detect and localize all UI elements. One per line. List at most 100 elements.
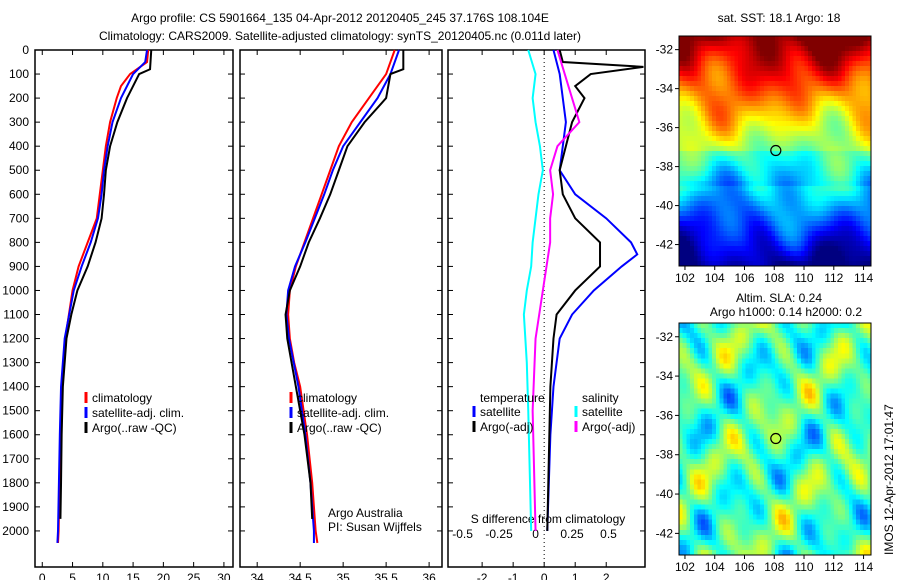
y-tick-label: 1600 xyxy=(2,428,29,442)
s-tick-label: 0.25 xyxy=(560,527,584,541)
x-tick-label: 112 xyxy=(824,560,843,574)
x-tick-label: 110 xyxy=(794,271,813,285)
panel-salinity: 3434.53535.536salinityclimatologysatelli… xyxy=(239,49,443,580)
y-tick-label: -42 xyxy=(656,238,674,252)
legend-title-temperature: temperature xyxy=(480,391,545,405)
y-tick-label: 1500 xyxy=(2,404,29,418)
x-tick-label: 108 xyxy=(764,271,784,285)
x-tick-label: 30 xyxy=(217,571,231,580)
x-tick-label: 0 xyxy=(39,571,46,580)
x-tick-label: 114 xyxy=(854,271,873,285)
x-tick-label: 112 xyxy=(824,271,843,285)
s-tick-label: -0.25 xyxy=(485,527,513,541)
x-tick-label: 102 xyxy=(675,560,695,574)
y-tick-label: -36 xyxy=(656,408,674,422)
x-tick-label: 2 xyxy=(603,571,610,580)
y-tick-label: 700 xyxy=(9,211,29,225)
series-line-0 xyxy=(546,49,639,531)
legend-label: Argo(-adj) xyxy=(480,420,533,434)
y-tick-label: 1300 xyxy=(2,356,29,370)
y-tick-label: 200 xyxy=(9,91,29,105)
series-line-1 xyxy=(546,49,644,531)
y-tick-label: 1900 xyxy=(2,500,29,514)
y-tick-label: -40 xyxy=(656,487,674,501)
panel-differences: -2-1012T difference from climatology-0.5… xyxy=(447,49,646,580)
x-tick-label: 36 xyxy=(422,571,436,580)
y-tick-label: 1000 xyxy=(2,283,29,297)
legend-label: satellite xyxy=(582,405,623,419)
x-tick-label: -2 xyxy=(477,571,488,580)
series-line-2 xyxy=(59,49,153,519)
x-tick-label: 35 xyxy=(336,571,350,580)
s-tick-label: 0.5 xyxy=(600,527,617,541)
imos-stamp: IMOS 12-Apr-2012 17:01:47 xyxy=(882,404,896,555)
legend-label: satellite xyxy=(480,405,521,419)
legend-title-salinity: salinity xyxy=(582,391,619,405)
x-tick-label: 104 xyxy=(705,271,725,285)
x-tick-label: 20 xyxy=(157,571,171,580)
y-tick-label: 1100 xyxy=(3,308,29,322)
sst-map-title: sat. SST: 18.1 Argo: 18 xyxy=(718,11,841,25)
legend-label: Argo(..raw -QC) xyxy=(297,421,382,435)
y-tick-label: 1800 xyxy=(2,476,29,490)
x-tick-label: -1 xyxy=(508,571,519,580)
sst-map-image xyxy=(679,36,871,266)
y-tick-label: -42 xyxy=(656,526,674,540)
y-tick-label: 2000 xyxy=(2,524,29,538)
y-tick-label: 300 xyxy=(9,115,29,129)
panel-temperature: 051015202530temperature (deg C)010020030… xyxy=(2,43,234,580)
series-line-3 xyxy=(531,49,581,531)
y-tick-label: -34 xyxy=(656,369,674,383)
series-line-2 xyxy=(284,50,405,519)
legend-label: Argo(..raw -QC) xyxy=(92,421,177,435)
x-tick-label: 25 xyxy=(187,571,201,580)
x-tick-label: 0 xyxy=(541,571,548,580)
y-tick-label: 1200 xyxy=(2,332,29,346)
s-tick-label: 0 xyxy=(532,527,539,541)
legend-label: Argo(-adj) xyxy=(582,420,635,434)
y-tick-label: 400 xyxy=(9,139,29,153)
y-tick-label: 800 xyxy=(9,235,29,249)
x-tick-label: 104 xyxy=(705,560,725,574)
x-tick-label: 1 xyxy=(572,571,579,580)
sla-map-title-2: Argo h1000: 0.14 h2000: 0.2 xyxy=(710,305,862,319)
y-tick-label: -34 xyxy=(656,82,674,96)
sla-map-axes: 102 104 106 108 110 112 114 -32 -34 -36 -38 -40 -42 xyxy=(656,322,873,574)
y-tick-label: -38 xyxy=(656,448,674,462)
x-tick-label: 114 xyxy=(854,560,873,574)
y-tick-label: 900 xyxy=(9,259,29,273)
map-frame xyxy=(678,35,872,267)
title-line-2: Climatology: CARS2009. Satellite-adjuste… xyxy=(99,29,581,43)
x-tick-label: 35.5 xyxy=(374,571,398,580)
axes-box xyxy=(34,49,234,568)
y-tick-label: 600 xyxy=(9,187,29,201)
s-tick-label: -0.5 xyxy=(452,527,473,541)
y-tick-label: -36 xyxy=(656,121,674,135)
x-tick-label: 10 xyxy=(96,571,110,580)
axes-box xyxy=(239,49,443,568)
annotation-line-1: Argo Australia xyxy=(328,506,403,520)
map-frame xyxy=(678,322,872,556)
legend-label: climatology xyxy=(297,391,357,405)
series-line-1 xyxy=(56,49,149,544)
legend-label: satellite-adj. clim. xyxy=(92,406,184,420)
legend-label: satellite-adj. clim. xyxy=(297,406,389,420)
x-tick-label: 34 xyxy=(251,571,265,580)
y-tick-label: 100 xyxy=(9,67,29,81)
sla-map-title-1: Altim. SLA: 0.24 xyxy=(736,291,822,305)
series-line-2 xyxy=(522,49,544,531)
y-tick-label: -38 xyxy=(656,160,674,174)
sla-map-image xyxy=(679,323,871,555)
float-location-marker xyxy=(770,144,782,157)
y-tick-label: 1400 xyxy=(2,380,29,394)
float-location-marker xyxy=(770,432,782,445)
y-tick-label: -40 xyxy=(656,199,674,213)
x-tick-label: 106 xyxy=(734,560,754,574)
x-tick-label: 15 xyxy=(126,571,140,580)
y-tick-label: -32 xyxy=(656,330,674,344)
y-tick-label: 0 xyxy=(22,43,29,57)
title-line-1: Argo profile: CS 5901664_135 04-Apr-2012… xyxy=(131,11,549,25)
axes-box xyxy=(447,49,646,568)
